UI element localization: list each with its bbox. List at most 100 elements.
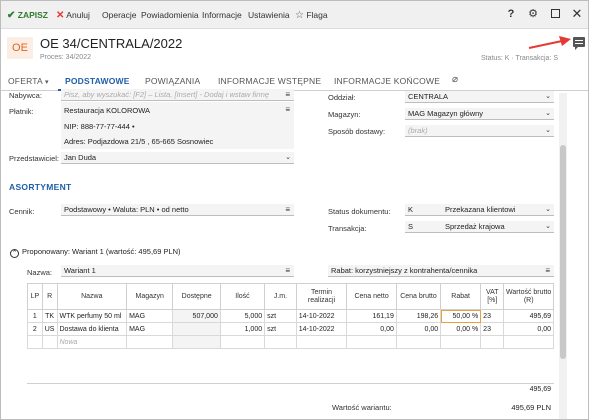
save-button[interactable]: ✔ ZAPISZ: [7, 10, 48, 21]
cell-empty: [346, 335, 397, 349]
payer-block[interactable]: Restauracja KOLOROWA ≡ NIP: 888-77-77-44…: [61, 102, 294, 149]
col-gross-price[interactable]: Cena brutto: [395, 283, 442, 310]
col-warehouse[interactable]: Magazyn: [126, 283, 174, 310]
cell-quantity[interactable]: 5,000: [219, 309, 266, 323]
variant-value-label: Wartość wariantu:: [332, 403, 392, 412]
col-gross-value[interactable]: Wartość brutto (R): [503, 283, 554, 310]
table-row[interactable]: 2 US Dostawa do klienta MAG 1,000 szt 14…: [27, 322, 554, 336]
cell-net-price[interactable]: 0,00: [346, 322, 397, 336]
buyer-label: Nabywca:: [9, 91, 42, 100]
col-available[interactable]: Dostępne: [172, 283, 221, 310]
cell-empty: [172, 335, 221, 349]
question-icon[interactable]: ?: [507, 8, 515, 20]
chevron-up-icon: ⌃: [10, 249, 19, 258]
transaction-select[interactable]: S Sprzedaż krajowa ⌄: [405, 221, 554, 233]
cell-warehouse[interactable]: MAG: [126, 322, 174, 336]
col-unit[interactable]: J.m.: [264, 283, 297, 310]
process-info: Proces: 34/2022: [40, 54, 91, 61]
buyer-input[interactable]: Pisz, aby wyszukać: [F2] – Lista, [Inser…: [61, 89, 294, 101]
variant-name-input[interactable]: Wariant 1 ≡: [61, 265, 294, 277]
cell-unit[interactable]: szt: [264, 309, 297, 323]
operations-menu[interactable]: Operacje: [102, 10, 137, 20]
items-table: LP R Nazwa Magazyn Dostępne Ilość J.m. T…: [27, 283, 554, 349]
flag-button[interactable]: ☆ Flaga: [295, 10, 328, 21]
menu-icon[interactable]: ≡: [285, 205, 290, 214]
cell-empty: [503, 335, 554, 349]
information-menu[interactable]: Informacje: [202, 10, 242, 20]
star-icon: ☆: [295, 10, 304, 21]
toolbar: ✔ ZAPISZ ✕ Anuluj Operacje Powiadomienia…: [1, 1, 588, 29]
discount-field[interactable]: Rabat: korzystniejszy z kontrahenta/cenn…: [328, 265, 554, 277]
cell-discount[interactable]: 50,00 %: [440, 309, 482, 323]
table-header: LP R Nazwa Magazyn Dostępne Ilość J.m. T…: [27, 283, 554, 310]
check-icon: ✔: [7, 10, 16, 21]
table-total-row: 495,69: [27, 383, 554, 396]
notifications-menu[interactable]: Powiadomienia: [141, 10, 199, 20]
menu-icon[interactable]: ≡: [282, 89, 290, 100]
tab-powiazania[interactable]: POWIĄZANIA: [145, 76, 201, 86]
tab-podstawowe[interactable]: PODSTAWOWE: [65, 76, 130, 86]
chevron-down-icon: ⌄: [545, 110, 551, 117]
cell-unit[interactable]: szt: [264, 322, 297, 336]
settings-menu[interactable]: Ustawienia: [248, 10, 290, 20]
cell-name[interactable]: WTK perfumy 50 ml: [56, 309, 128, 323]
cell-vat[interactable]: 23: [480, 309, 505, 323]
delivery-select[interactable]: (brak) ⌄: [405, 125, 554, 137]
col-name[interactable]: Nazwa: [56, 283, 128, 310]
cell-gross-price[interactable]: 0,00: [395, 322, 442, 336]
variant-toggle[interactable]: ⌃ Proponowany: Wariant 1 (wartość: 495,69…: [10, 247, 181, 258]
variant-name-label: Nazwa:: [27, 268, 53, 277]
menu-icon[interactable]: ≡: [545, 266, 550, 275]
tab-informacje-wstepne[interactable]: INFORMACJE WSTĘPNE: [218, 76, 322, 86]
cell-gross-price[interactable]: 198,26: [395, 309, 442, 323]
transaction-label: Transakcja:: [328, 224, 367, 233]
payer-address: Adres: Podjazdowa 21/5 , 65-665 Sosnowie…: [64, 137, 214, 146]
section-title: ASORTYMENT: [9, 182, 72, 192]
col-lp[interactable]: LP: [27, 283, 43, 310]
col-vat[interactable]: VAT [%]: [480, 283, 505, 310]
col-r[interactable]: R: [41, 283, 58, 310]
representative-select[interactable]: Jan Duda ⌄: [61, 152, 294, 164]
cell-name[interactable]: Dostawa do klienta: [56, 322, 128, 336]
tab-informacje-koncowe[interactable]: INFORMACJE KOŃCOWE: [334, 76, 441, 86]
cell-discount[interactable]: 0,00 %: [440, 322, 482, 336]
col-net-price[interactable]: Cena netto: [346, 283, 397, 310]
warehouse-select[interactable]: MAG Magazyn główny ⌄: [405, 108, 554, 120]
cell-net-price[interactable]: 161,19: [346, 309, 397, 323]
maximize-button[interactable]: [547, 6, 563, 22]
cell-due-date[interactable]: 14-10-2022: [295, 322, 348, 336]
doc-status-select[interactable]: K Przekazana klientowi ⌄: [405, 204, 554, 216]
cell-vat[interactable]: 23: [480, 322, 505, 336]
gear-icon[interactable]: ⚙: [528, 8, 538, 20]
table-total: 495,69: [529, 386, 551, 393]
cell-due-date[interactable]: 14-10-2022: [295, 309, 348, 323]
cell-empty: [295, 335, 348, 349]
cell-quantity[interactable]: 1,000: [219, 322, 266, 336]
scrollbar[interactable]: [559, 93, 567, 419]
menu-icon[interactable]: ≡: [285, 266, 290, 275]
cell-warehouse[interactable]: MAG: [126, 309, 174, 323]
cell-empty: [264, 335, 297, 349]
col-due-date[interactable]: Termin realizacji: [295, 283, 348, 310]
new-row-input[interactable]: Nowa: [56, 335, 128, 349]
price-list-field[interactable]: Podstawowy • Waluta: PLN • od netto ≡: [61, 204, 294, 216]
close-icon[interactable]: ✕: [571, 6, 583, 21]
cancel-button[interactable]: ✕ Anuluj: [56, 10, 90, 21]
new-row[interactable]: Nowa: [27, 335, 554, 349]
menu-icon[interactable]: ≡: [285, 105, 290, 114]
chevron-down-icon: ⌄: [545, 206, 551, 213]
payer-name: Restauracja KOLOROWA: [64, 106, 150, 115]
scrollbar-thumb[interactable]: [560, 145, 566, 359]
x-icon: ✕: [56, 10, 65, 21]
tab-oferta[interactable]: OFERTA ▾: [8, 76, 49, 86]
col-discount[interactable]: Rabat: [440, 283, 482, 310]
representative-label: Przedstawiciel:: [9, 154, 60, 163]
cell-empty: [41, 335, 58, 349]
branch-select[interactable]: CENTRALA ⌄: [405, 91, 554, 103]
col-quantity[interactable]: Ilość: [219, 283, 266, 310]
comment-icon[interactable]: [573, 37, 585, 50]
avatar: OE: [7, 37, 33, 59]
paperclip-icon[interactable]: ⌀: [452, 74, 459, 85]
table-row[interactable]: 1 TK WTK perfumy 50 ml MAG 507,000 5,000…: [27, 309, 554, 323]
cell-empty: [395, 335, 442, 349]
